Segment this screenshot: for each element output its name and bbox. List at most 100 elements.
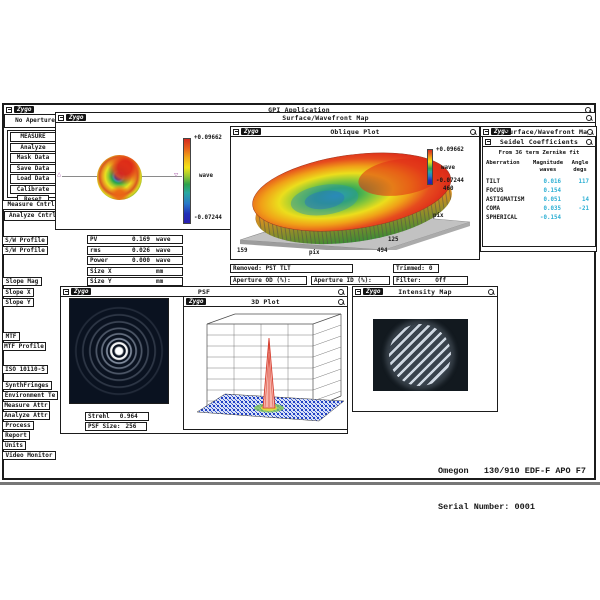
profile-marker-left-icon[interactable]: △ xyxy=(57,170,62,178)
stat-unit: wave xyxy=(156,246,171,254)
magnifier-icon[interactable] xyxy=(586,128,594,136)
psf-image xyxy=(69,298,169,404)
colorbar-unit-label: wave xyxy=(199,173,213,179)
oblique-3d-surface-plot xyxy=(239,152,471,250)
zygo-logo: Zygo xyxy=(186,298,207,305)
calibrate-button[interactable]: Calibrate xyxy=(10,184,56,194)
seidel-row-focus: FOCUS 0.154 xyxy=(486,188,561,194)
slope-y-button[interactable]: Slope Y xyxy=(2,298,34,307)
window-menu-icon[interactable] xyxy=(233,128,239,135)
measure-button[interactable]: MEASURE xyxy=(10,132,56,142)
col-magnitude: Magnitude waves xyxy=(532,160,564,173)
window-menu-icon[interactable] xyxy=(485,138,491,145)
mask-data-button[interactable]: Mask Data xyxy=(10,153,56,163)
surface-map-2-title: Surface/Wavefront Map xyxy=(505,127,588,136)
trimmed-label: Trimmed: xyxy=(396,265,425,272)
save-data-button[interactable]: Save Data xyxy=(10,163,56,173)
magnifier-icon[interactable] xyxy=(585,114,593,122)
magnifier-icon[interactable] xyxy=(337,298,345,306)
seidel-row-tilt: TILT 0.016 117 xyxy=(486,179,589,185)
removed-label: Removed: PST TLT xyxy=(233,265,291,272)
window-bottom-edge xyxy=(0,482,600,485)
seidel-title: Seidel Coefficients xyxy=(499,137,579,146)
mtf-profile-button[interactable]: MTF Profile xyxy=(2,342,46,351)
stat-value: 0.169 xyxy=(131,236,150,243)
oblique-colorbar xyxy=(427,149,433,185)
window-menu-icon[interactable] xyxy=(355,288,361,295)
aperture-od-label: Aperture OD (%): xyxy=(233,277,291,284)
seidel-coefficients-window: Seidel Coefficients From 36 term Zernike… xyxy=(482,136,596,247)
removed-field[interactable]: Removed: PST TLT xyxy=(230,264,353,273)
load-data-button[interactable]: Load Data xyxy=(10,174,56,184)
sw-profile-button-2[interactable]: S/W Profile xyxy=(2,246,48,255)
synthfringes-button[interactable]: SynthFringes xyxy=(2,381,52,390)
seidel-title-bar[interactable]: Seidel Coefficients xyxy=(483,137,595,147)
stat-row-pv: PV 0.169 wave xyxy=(87,235,183,244)
window-menu-icon[interactable] xyxy=(63,288,69,295)
oblique-title: Oblique Plot xyxy=(330,127,380,136)
video-monitor-button[interactable]: Video Monitor xyxy=(2,451,56,460)
intensity-title-bar[interactable]: Zygo Intensity Map xyxy=(353,287,497,297)
aperture-od-field[interactable]: Aperture OD (%): xyxy=(230,276,307,285)
3d-plot-title: 3D Plot xyxy=(251,297,280,306)
y-axis-label: pix xyxy=(433,213,444,219)
magnifier-icon[interactable] xyxy=(469,128,477,136)
analyze-attr-button[interactable]: Analyze Attr xyxy=(2,411,50,420)
magnifier-icon[interactable] xyxy=(585,138,593,146)
wavefront-map-image xyxy=(97,155,142,200)
oblique-z-max-label: 460 xyxy=(443,186,454,192)
iso-10110-5-button[interactable]: ISO 10110-5 xyxy=(2,365,48,374)
col-aberration: Aberration xyxy=(486,160,520,166)
trimmed-field[interactable]: Trimmed: 0 xyxy=(393,264,439,273)
seidel-row-coma: COMA 0.035 -21 xyxy=(486,206,589,212)
trimmed-value: 0 xyxy=(428,265,433,272)
stat-unit: wave xyxy=(156,257,171,264)
app-title: GPI Application xyxy=(268,105,330,114)
strehl-value: 0.964 xyxy=(119,413,138,420)
window-menu-icon[interactable] xyxy=(58,114,64,121)
analyze-cntrl-button[interactable]: Analyze Cntrl xyxy=(4,211,61,221)
mtf-button[interactable]: MTF xyxy=(2,332,20,341)
stat-value: 0.026 xyxy=(131,246,150,254)
window-menu-icon[interactable] xyxy=(483,128,489,135)
psf-size-field: PSF Size: 256 xyxy=(85,422,147,431)
stat-label: rms xyxy=(90,246,101,254)
magnifier-icon[interactable] xyxy=(487,288,495,296)
aperture-id-field[interactable]: Aperture ID (%): xyxy=(311,276,390,285)
environment-button[interactable]: Environment Te xyxy=(2,391,58,400)
col-angle: Angle degs xyxy=(571,160,589,173)
3d-plot-title-bar[interactable]: Zygo 3D Plot xyxy=(184,297,347,307)
report-button[interactable]: Report xyxy=(2,431,30,440)
analyze-button[interactable]: Analyze xyxy=(10,142,56,152)
magnifier-icon[interactable] xyxy=(337,288,345,296)
zygo-logo: Zygo xyxy=(66,114,87,121)
psf-3d-plot xyxy=(196,313,345,422)
stat-label: Size X xyxy=(90,267,112,275)
surface-map-title-bar[interactable]: Zygo Surface/Wavefront Map xyxy=(56,113,595,123)
surface-map-title: Surface/Wavefront Map xyxy=(282,113,369,122)
units-button[interactable]: Units xyxy=(2,441,26,450)
slope-mag-button[interactable]: Slope Mag xyxy=(2,277,42,286)
process-button[interactable]: Process xyxy=(2,421,34,430)
psf-title: PSF xyxy=(197,287,211,296)
measure-attr-button[interactable]: Measure Attr xyxy=(2,401,50,410)
strehl-label: Strehl xyxy=(88,413,110,420)
sw-profile-button-1[interactable]: S/W Profile xyxy=(2,236,48,245)
filter-field[interactable]: Filter: Off xyxy=(393,276,468,285)
intensity-map-window: Zygo Intensity Map xyxy=(352,286,498,412)
seidel-subtitle: From 36 term Zernike fit xyxy=(498,150,580,156)
oblique-colorbar-unit: wave xyxy=(441,165,455,171)
stat-row-power: Power 0.000 wave xyxy=(87,256,183,265)
oblique-title-bar[interactable]: Zygo Oblique Plot xyxy=(231,127,479,137)
zygo-logo: Zygo xyxy=(71,288,92,295)
stat-row-size-y: Size Y mm xyxy=(87,277,183,286)
measure-cntrl-button[interactable]: Measure Cntrl xyxy=(2,200,60,210)
slope-x-button[interactable]: Slope X xyxy=(2,288,34,297)
profile-marker-right-icon[interactable]: ▽ xyxy=(174,171,179,179)
intensity-title: Intensity Map xyxy=(398,287,452,296)
psf-size-label: PSF Size: xyxy=(88,423,121,430)
stat-row-rms: rms 0.026 wave xyxy=(87,245,183,255)
window-menu-icon[interactable] xyxy=(6,106,12,113)
intensity-image xyxy=(373,319,468,391)
seidel-row-spherical: SPHERICAL -0.154 xyxy=(486,215,561,221)
